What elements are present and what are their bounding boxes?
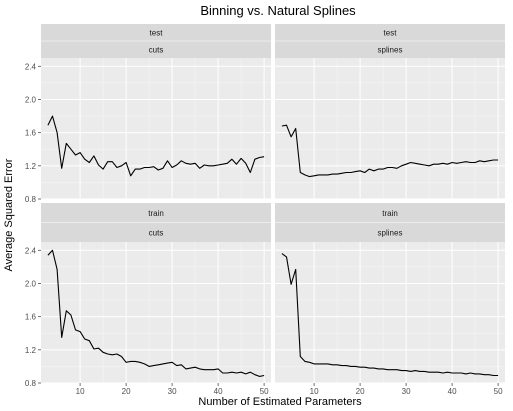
panel-test-splines: test splines (275, 24, 505, 200)
y-tick-label: 1.2 (25, 162, 37, 171)
x-tick-label: 30 (402, 387, 411, 396)
y-tick-label: 2.4 (25, 246, 37, 255)
panel-train-splines: train splines 10 20 30 40 50 (275, 203, 505, 396)
x-tick-label: 20 (356, 387, 365, 396)
y-tick-label: 0.8 (25, 379, 37, 388)
plot-background (275, 242, 505, 383)
y-tick-label: 1.2 (25, 346, 37, 355)
x-tick-label: 40 (214, 387, 223, 396)
y-tick-label: 1.6 (25, 129, 37, 138)
y-tick-label: 1.6 (25, 313, 37, 322)
plot-background (41, 242, 271, 383)
y-tick-label: 0.8 (25, 195, 37, 204)
panel-test-cuts: test cuts 0.8 1.2 1.6 2.0 2.4 (25, 24, 271, 204)
facet-col-label: cuts (149, 228, 164, 237)
x-tick-label: 10 (76, 387, 85, 396)
panel-train-cuts: train cuts 0.8 1.2 1.6 2.0 2.4 10 20 30 40 50 (25, 203, 271, 396)
facet-row-label: train (382, 209, 398, 218)
x-tick-label: 50 (260, 387, 269, 396)
facet-row-label: test (150, 29, 164, 38)
y-tick-label: 2.4 (25, 62, 37, 71)
facet-col-label: splines (378, 228, 403, 237)
series-line-test-splines (281, 124, 499, 178)
x-axis-label: Number of Estimated Parameters (198, 396, 362, 408)
y-tick-label: 2.0 (25, 95, 37, 104)
chart-title: Binning vs. Natural Splines (200, 3, 356, 18)
chart-panels: test cuts 0.8 1.2 1.6 2.0 2.4 test splines train c… (25, 24, 505, 396)
x-tick-label: 50 (494, 387, 503, 396)
plot-background (275, 58, 505, 199)
series-line-test-cuts (47, 115, 265, 177)
facet-col-label: splines (378, 46, 403, 55)
series-line-train-splines (281, 253, 499, 377)
x-tick-label: 30 (168, 387, 177, 396)
y-tick-label: 2.0 (25, 279, 37, 288)
x-tick-label: 20 (122, 387, 131, 396)
y-axis-label: Average Squared Error (3, 158, 15, 271)
facet-row-label: test (384, 29, 398, 38)
plot-background (41, 58, 271, 199)
facet-row-label: train (148, 209, 164, 218)
x-tick-label: 10 (310, 387, 319, 396)
series-line-train-cuts (47, 249, 265, 377)
x-tick-label: 40 (448, 387, 457, 396)
facet-col-label: cuts (149, 46, 164, 55)
